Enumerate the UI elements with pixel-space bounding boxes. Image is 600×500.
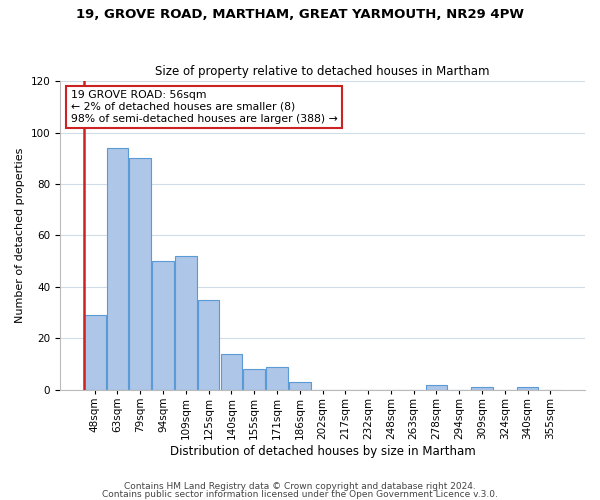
Text: Contains HM Land Registry data © Crown copyright and database right 2024.: Contains HM Land Registry data © Crown c… <box>124 482 476 491</box>
Bar <box>244 370 265 390</box>
Bar <box>471 388 493 390</box>
Bar <box>425 384 447 390</box>
Bar <box>107 148 128 390</box>
X-axis label: Distribution of detached houses by size in Martham: Distribution of detached houses by size … <box>170 444 475 458</box>
Y-axis label: Number of detached properties: Number of detached properties <box>15 148 25 323</box>
Bar <box>84 315 106 390</box>
Text: 19 GROVE ROAD: 56sqm
← 2% of detached houses are smaller (8)
98% of semi-detache: 19 GROVE ROAD: 56sqm ← 2% of detached ho… <box>71 90 337 124</box>
Bar <box>517 388 538 390</box>
Bar <box>152 261 174 390</box>
Bar <box>266 366 288 390</box>
Bar <box>289 382 311 390</box>
Title: Size of property relative to detached houses in Martham: Size of property relative to detached ho… <box>155 66 490 78</box>
Bar <box>221 354 242 390</box>
Bar <box>130 158 151 390</box>
Text: 19, GROVE ROAD, MARTHAM, GREAT YARMOUTH, NR29 4PW: 19, GROVE ROAD, MARTHAM, GREAT YARMOUTH,… <box>76 8 524 20</box>
Bar <box>175 256 197 390</box>
Bar <box>198 300 220 390</box>
Text: Contains public sector information licensed under the Open Government Licence v.: Contains public sector information licen… <box>102 490 498 499</box>
